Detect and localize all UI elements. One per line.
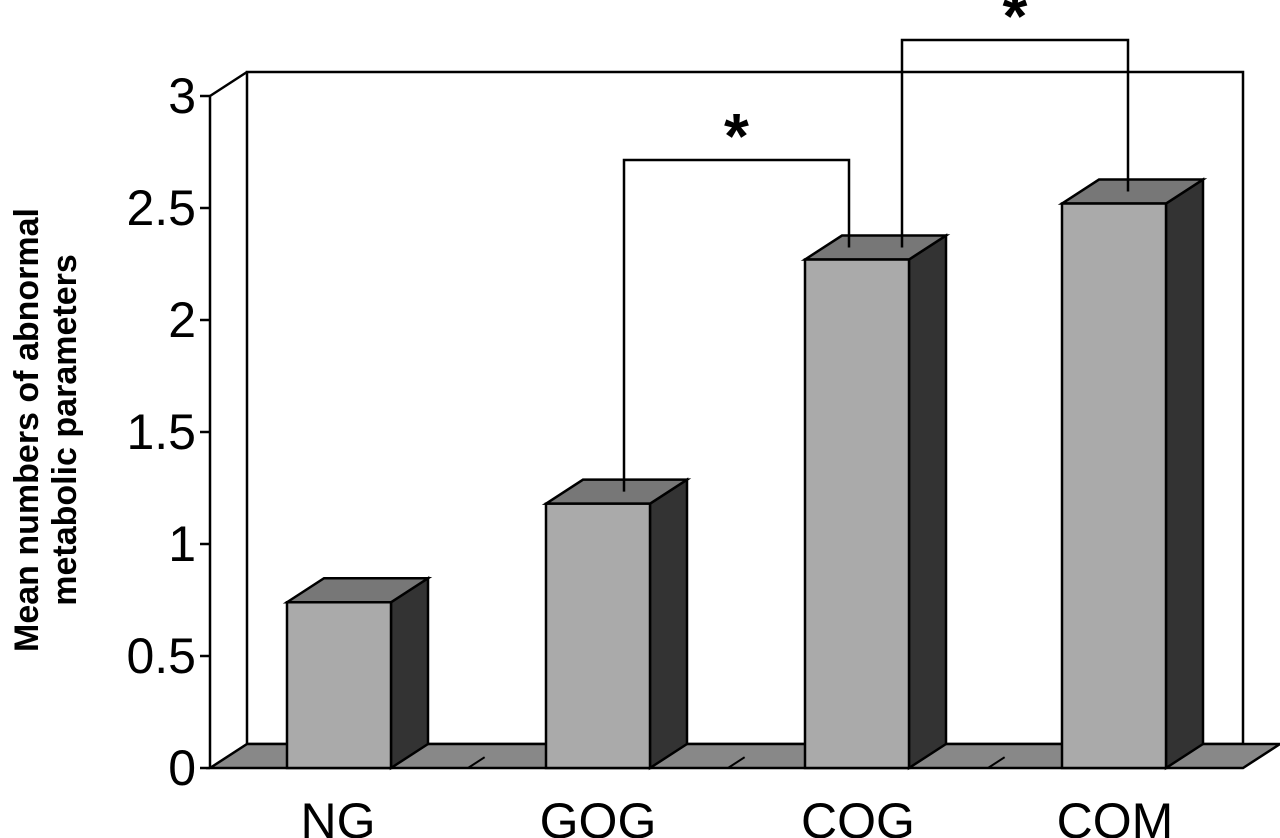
bar-side-face	[389, 575, 430, 771]
floor-divider	[467, 756, 486, 769]
x-category-label: NG	[301, 793, 376, 838]
bar-side-face	[1164, 177, 1205, 771]
significance-star: *	[1003, 0, 1028, 52]
bracket-line	[622, 158, 851, 492]
bracket-line	[900, 38, 1130, 248]
bar-front-face	[285, 600, 393, 770]
left-wall-top-edge	[209, 70, 248, 98]
bar-side-face	[907, 233, 948, 771]
y-tick-label: 0	[168, 740, 196, 796]
y-tick-label: 2.5	[126, 180, 196, 236]
y-tick-label: 2	[168, 292, 196, 348]
y-axis-ticks: 0 0.5 1 1.5 2 2.5 3	[126, 68, 210, 796]
x-category-label: GOG	[540, 793, 657, 838]
y-tick-label: 3	[168, 68, 196, 124]
bar-front-face	[803, 258, 911, 770]
significance-bracket: *	[900, 0, 1130, 248]
bar-gog	[541, 477, 692, 771]
significance-annotations: **	[622, 0, 1130, 492]
floor-divider	[987, 756, 1006, 769]
x-category-label: COG	[801, 793, 915, 838]
bar-series	[282, 177, 1208, 771]
y-tick-label: 1	[168, 516, 196, 572]
x-category-label: COM	[1057, 793, 1174, 838]
bar-com	[1057, 177, 1208, 771]
floor-divider	[727, 756, 746, 769]
y-tick-label: 0.5	[126, 628, 196, 684]
bar-cog	[800, 233, 951, 771]
y-axis-title-line-1: Mean numbers of abnormal	[8, 208, 46, 652]
significance-bracket: *	[622, 100, 851, 492]
bar-ng	[282, 575, 433, 771]
y-axis-title-line-2: metabolic parameters	[46, 254, 84, 606]
x-axis-categories: NG GOG COG COM	[301, 793, 1174, 838]
bar-front-face	[544, 502, 652, 770]
significance-star: *	[724, 100, 749, 172]
y-tick-label: 1.5	[126, 404, 196, 460]
bar-front-face	[1060, 202, 1168, 770]
bar-side-face	[648, 477, 689, 771]
